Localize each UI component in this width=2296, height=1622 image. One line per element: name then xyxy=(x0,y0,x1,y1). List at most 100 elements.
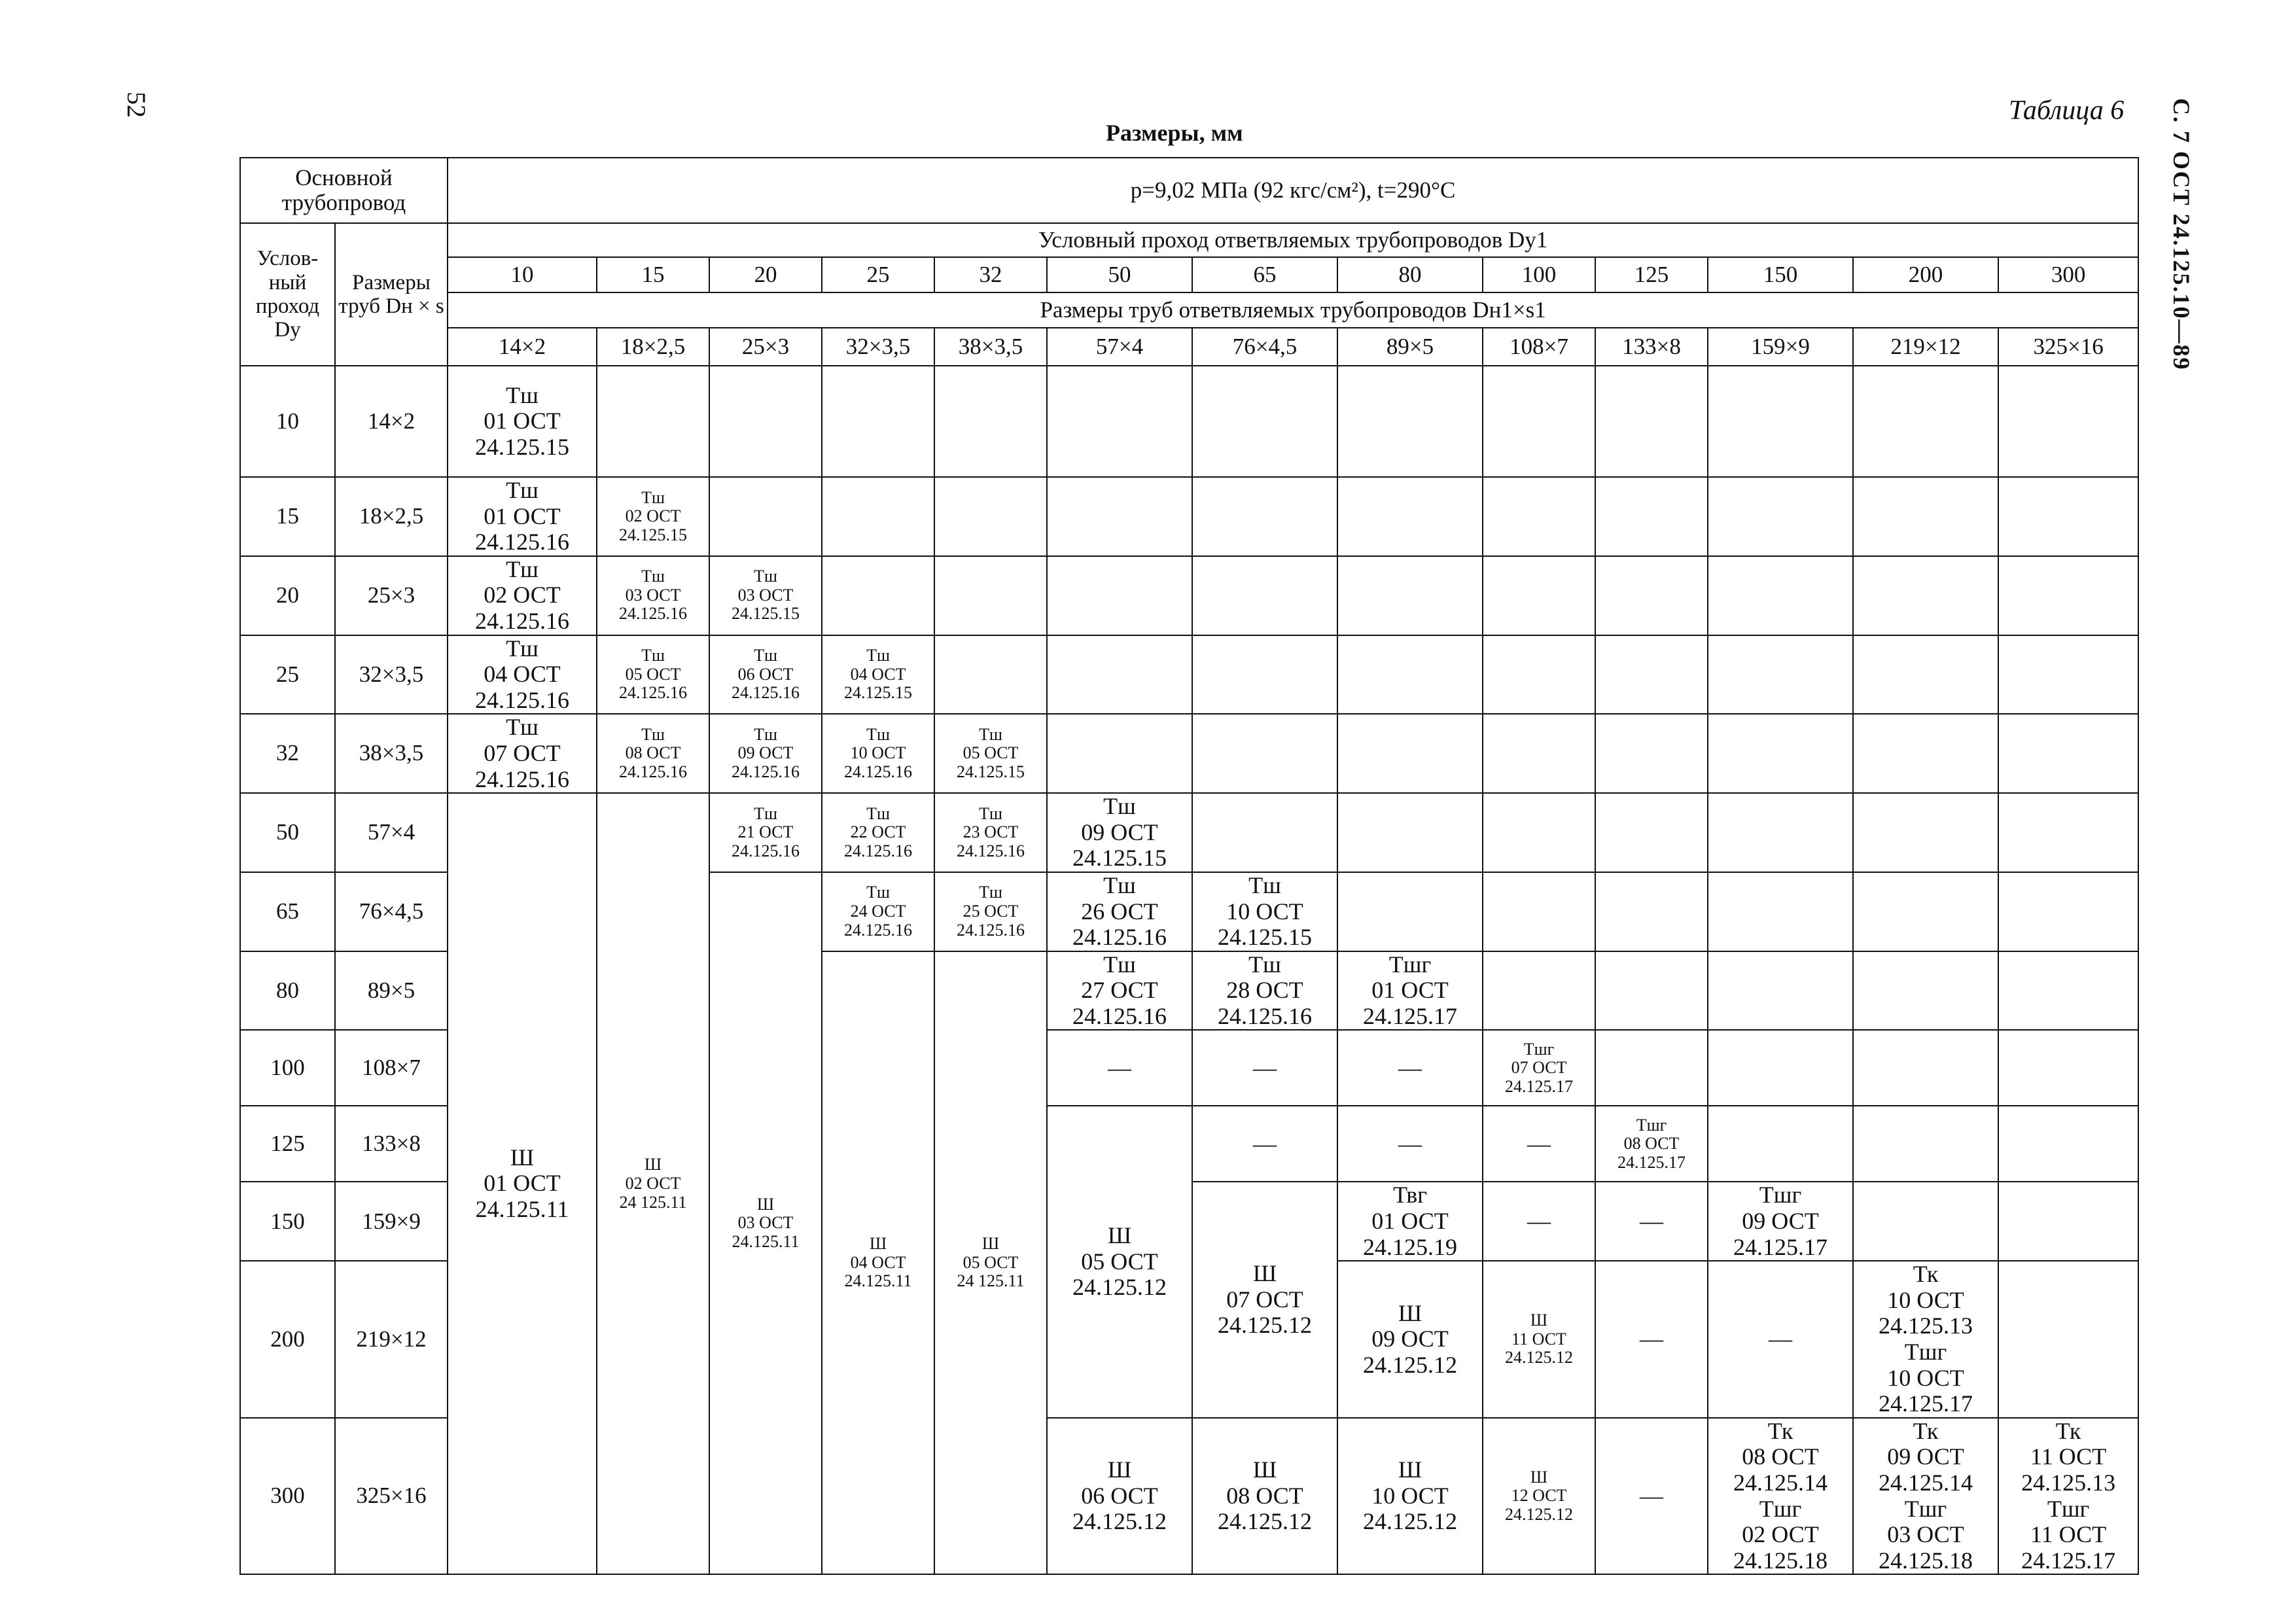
table-cell xyxy=(1046,713,1193,794)
designation-line: Тш xyxy=(1248,951,1281,978)
table-cell xyxy=(1852,555,2000,636)
row-dy: 10 xyxy=(239,365,336,478)
designation-line: 07 ОСТ xyxy=(484,739,561,766)
designation-line: Ш xyxy=(1398,1299,1422,1326)
table-row: 20 25×3 Тш 02 ОСТ 24.125.16 Тш 03 ОСТ 24.125.16… xyxy=(239,555,2140,636)
designation: Ш 06 ОСТ 24.125.12 xyxy=(1048,1457,1191,1535)
branch-dy-header: 15 xyxy=(596,256,711,293)
dash-cell: — xyxy=(1482,1105,1597,1183)
table-cell xyxy=(1192,365,1339,478)
table-cell xyxy=(1192,713,1339,794)
designation-line: Тш xyxy=(641,724,665,744)
table-cell xyxy=(1707,1029,1854,1107)
designation-line: Ш xyxy=(644,1155,662,1174)
branch-size-header: 57×4 xyxy=(1046,327,1193,366)
designation-line: 08 ОСТ xyxy=(1742,1443,1819,1470)
table-cell xyxy=(1192,555,1339,636)
designation-line: Тш xyxy=(979,724,1002,744)
designation: Тк 09 ОСТ 24.125.14 Тшг 03 ОСТ 24.125.18 xyxy=(1854,1419,1997,1574)
table-cell: Тк 08 ОСТ 24.125.14 Тшг 02 ОСТ 24.125.18 xyxy=(1707,1417,1854,1576)
designation-line: Тшг xyxy=(1523,1039,1555,1059)
designation: Тш 03 ОСТ 24.125.16 xyxy=(598,567,708,624)
table-cell: Ш 08 ОСТ 24.125.12 xyxy=(1192,1417,1339,1576)
row-size: 57×4 xyxy=(334,792,449,873)
designation-line: 21 ОСТ xyxy=(737,822,794,842)
row-dy: 150 xyxy=(239,1181,336,1262)
dash-cell: — xyxy=(1595,1260,1709,1419)
designation-line: Тшг xyxy=(1759,1495,1802,1522)
table-cell xyxy=(1482,792,1597,873)
table-cell: Тк 10 ОСТ 24.125.13 Тшг 10 ОСТ 24.125.17 xyxy=(1852,1260,2000,1419)
designation: Тш 21 ОСТ 24.125.16 xyxy=(711,804,821,861)
designation-line: 01 ОСТ xyxy=(484,1170,561,1197)
row-size: 89×5 xyxy=(334,950,449,1031)
designation-line: Тк xyxy=(2055,1417,2081,1444)
dash-cell: — xyxy=(1046,1029,1193,1107)
designation: Тш 03 ОСТ 24.125.15 xyxy=(711,567,821,624)
merged-cell: Ш 05 ОСТ 24 125.11 xyxy=(934,950,1048,1576)
table-cell xyxy=(1998,476,2140,557)
designation: Тш 10 ОСТ 24.125.16 xyxy=(823,724,933,782)
designation-line: Тшг xyxy=(2047,1495,2090,1522)
table-cell xyxy=(1852,792,2000,873)
merged-cell: Ш 04 ОСТ 24.125.11 xyxy=(821,950,936,1576)
table-cell: Тш 04 ОСТ 24.125.15 xyxy=(821,634,936,715)
row-dy: 25 xyxy=(239,634,336,715)
designation-line: Ш xyxy=(1530,1467,1548,1487)
dash-cell: — xyxy=(1707,1260,1854,1419)
designation-line: Тш xyxy=(866,724,890,744)
designation-line: Ш xyxy=(869,1234,887,1254)
table-cell xyxy=(1707,634,1854,715)
designation-line: 09 ОСТ xyxy=(1742,1208,1819,1235)
designation-line: 10 ОСТ xyxy=(1226,898,1303,925)
table-cell xyxy=(1482,476,1597,557)
designation-line: Тш xyxy=(506,714,539,741)
table-cell: Тш 09 ОСТ 24.125.15 xyxy=(1046,792,1193,873)
row-dy: 100 xyxy=(239,1029,336,1107)
designation-line: 24.125.14 xyxy=(1879,1470,1973,1496)
table-row: 32 38×3,5 Тш 07 ОСТ 24.125.16 Тш 08 ОСТ 24.125.… xyxy=(239,713,2140,794)
designation-line: 24.125.15 xyxy=(957,762,1025,782)
table-cell xyxy=(1337,871,1484,952)
table-cell xyxy=(1192,634,1339,715)
page-number: 52 xyxy=(122,92,151,118)
row-size: 32×3,5 xyxy=(334,634,449,715)
table-cell: Тш 05 ОСТ 24.125.15 xyxy=(934,713,1048,794)
designation: Тшг 09 ОСТ 24.125.17 xyxy=(1709,1183,1852,1260)
designation-line: 24.125.15 xyxy=(844,683,913,703)
designation-line: 22 ОСТ xyxy=(850,822,906,842)
designation-line: 04 ОСТ xyxy=(484,661,561,688)
designation: Тш 25 ОСТ 24.125.16 xyxy=(936,883,1046,940)
branch-pass-header: Условный проход ответвляемых трубопровод… xyxy=(447,222,2140,258)
table-cell: Тш 23 ОСТ 24.125.16 xyxy=(934,792,1048,873)
designation-line: 24.125.13 xyxy=(1879,1313,1973,1339)
designation: Тш 02 ОСТ 24.125.15 xyxy=(598,488,708,545)
table-cell xyxy=(1595,871,1709,952)
table-cell: Ш 09 ОСТ 24.125.12 xyxy=(1337,1260,1484,1419)
designation: Тш 09 ОСТ 24.125.15 xyxy=(1048,794,1191,871)
designation-line: 06 ОСТ xyxy=(1081,1482,1158,1509)
designation-line: Тш xyxy=(1103,872,1136,898)
table-cell xyxy=(821,365,936,478)
designation-line: Тш xyxy=(754,724,777,744)
designation: Тк 08 ОСТ 24.125.14 Тшг 02 ОСТ 24.125.18 xyxy=(1709,1419,1852,1574)
table-cell xyxy=(1337,713,1484,794)
designation-line: 28 ОСТ xyxy=(1226,977,1303,1004)
designation-line: 24 125.11 xyxy=(957,1271,1025,1291)
standard-side-header: С. 7 ОСТ 24.125.10—89 xyxy=(2168,98,2195,371)
designation: Тш 28 ОСТ 24.125.16 xyxy=(1193,951,1336,1029)
designation-line: 09 ОСТ xyxy=(737,743,794,763)
merged-cell: Ш 02 ОСТ 24 125.11 xyxy=(596,792,711,1576)
designation-line: 24.125.17 xyxy=(1363,1002,1458,1029)
branch-dy-header: 20 xyxy=(709,256,823,293)
table-cell xyxy=(1998,555,2140,636)
designation-line: 05 ОСТ xyxy=(1081,1248,1158,1275)
designation-line: 24.125.16 xyxy=(1072,1002,1167,1029)
designation-line: 24.125.17 xyxy=(1879,1390,1973,1417)
branch-dy-header: 80 xyxy=(1337,256,1484,293)
table-row: 80 89×5 Ш 04 ОСТ 24.125.11 Ш 05 ОСТ 24 125.11 Тш… xyxy=(239,950,2140,1576)
designation-line: 24.125.18 xyxy=(1733,1547,1828,1574)
table-cell xyxy=(1482,871,1597,952)
table-row: 15 18×2,5 Тш 01 ОСТ 24.125.16 Тш 02 ОСТ 24.125.… xyxy=(239,476,2140,557)
branch-size-header: 133×8 xyxy=(1595,327,1709,366)
